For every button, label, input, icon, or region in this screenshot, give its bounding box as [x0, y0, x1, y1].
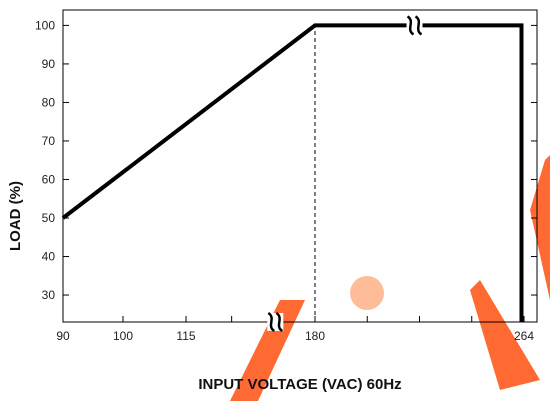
x-axis: 90 100 115 180 264 — [56, 316, 534, 343]
x-tick-label: 180 — [305, 329, 325, 343]
y-axis-title: LOAD (%) — [7, 181, 24, 251]
watermark-dot — [350, 276, 384, 310]
watermark-stroke-right — [530, 155, 550, 300]
y-tick-label: 50 — [42, 211, 56, 225]
x-tick-label: 115 — [176, 329, 195, 343]
plot-frame-group — [62, 9, 538, 323]
plot-frame — [62, 9, 538, 323]
y-tick-label: 30 — [42, 288, 56, 302]
x-tick-label: 100 — [113, 329, 133, 343]
x-tick-label: 90 — [56, 329, 70, 343]
x-axis-break-mark — [267, 311, 284, 333]
watermark-stroke-bottom-right — [470, 280, 540, 390]
y-tick-label: 70 — [42, 134, 56, 148]
series-break-mark — [406, 15, 423, 36]
x-axis-title: INPUT VOLTAGE (VAC) 60Hz — [198, 376, 401, 393]
y-tick-label: 100 — [35, 18, 55, 32]
watermark — [230, 155, 550, 401]
y-tick-label: 40 — [42, 250, 56, 264]
x-tick-label: 264 — [514, 329, 534, 343]
break-marks — [267, 15, 423, 333]
y-tick-label: 80 — [42, 95, 56, 109]
watermark-stroke — [230, 300, 305, 401]
y-tick-label: 60 — [42, 172, 56, 186]
series-line — [61, 23, 524, 322]
series-group — [61, 23, 524, 322]
y-tick-label: 90 — [42, 57, 56, 71]
y-axis: 30 40 50 60 70 80 90 100 — [35, 18, 537, 302]
